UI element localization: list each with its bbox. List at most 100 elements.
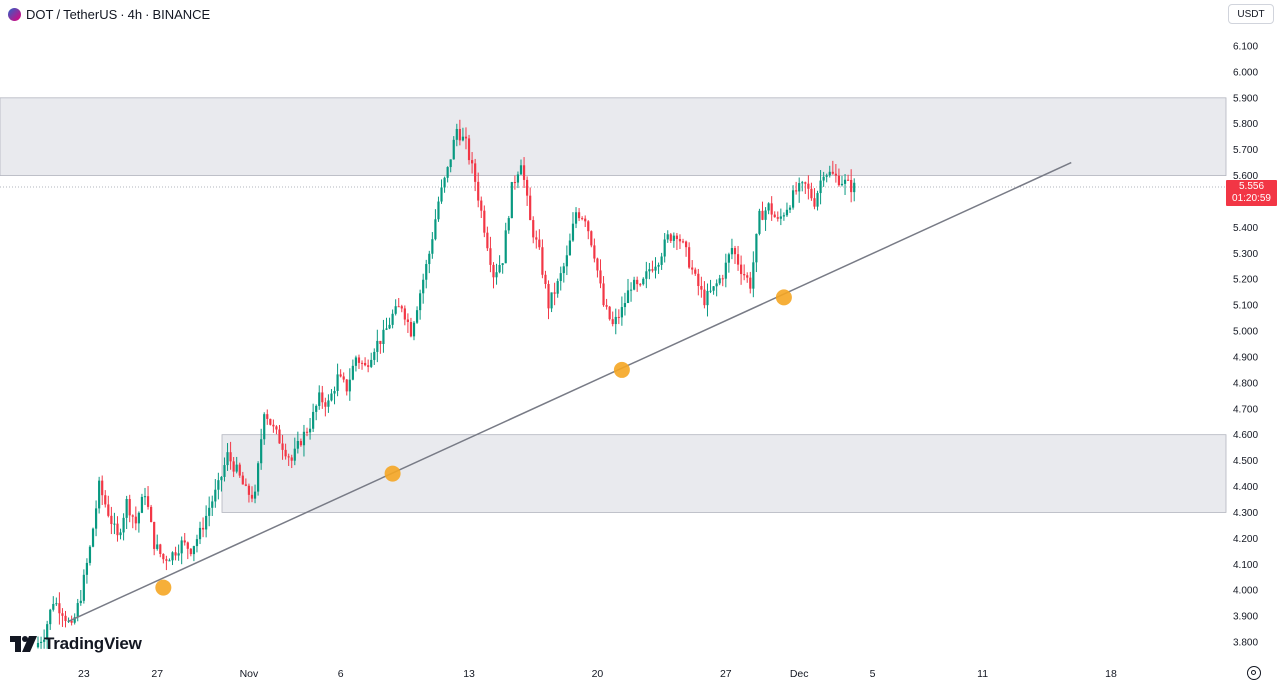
price-tick-label: 4.300 [1233,508,1258,519]
candle [550,292,553,313]
candle-body [391,313,394,325]
candle [281,434,284,460]
candle [703,281,706,309]
candle-body [134,516,137,524]
time-tick-label: 13 [463,668,475,680]
candle-body [688,247,691,268]
candle-body [795,190,798,192]
trendline-touch-marker [613,361,630,378]
time-axis[interactable]: 23 27 Nov 6 13 20 27 Dec 5 11 18 [78,668,1117,680]
candle-body [495,272,498,278]
candle [467,134,471,165]
candle [333,386,336,405]
candle-body [791,190,795,208]
last-price-label: 5.556 01:20:59 [1226,180,1277,206]
candle [91,527,95,548]
price-axis[interactable]: 6.1006.0005.9005.8005.7005.6005.5005.400… [1233,42,1258,649]
candle [159,543,162,558]
candle [180,536,183,565]
candle [788,205,792,213]
candle [785,202,789,217]
candle [302,424,306,457]
candle-body [571,223,575,241]
candle [39,636,43,649]
candle [82,569,85,604]
candle-body [315,405,318,412]
candle [801,180,804,192]
candle-body [535,237,538,240]
candle-body [697,273,700,286]
candle-body [275,426,278,430]
candle-body [415,310,419,323]
candle-body [452,139,455,160]
candle [67,617,70,623]
candle-body [357,357,361,363]
candle [385,317,388,331]
candle-body [584,218,587,222]
dot-separator: · [120,6,125,22]
candle-body [220,476,223,481]
candle-body [761,210,764,220]
candle [137,511,140,533]
candle-body [131,515,134,517]
candle-body [409,321,413,337]
candle [470,152,474,174]
candle-body [770,203,773,215]
candle [464,127,468,150]
candle [287,453,290,466]
candle-body [645,271,648,279]
candle-body [483,210,486,233]
candle [348,368,351,401]
candle-body [700,285,703,290]
candle [260,428,263,470]
tradingview-logo[interactable]: TradingView [10,634,142,654]
symbol-header[interactable]: DOT / TetherUS · 4h · BINANCE [8,6,210,22]
candle-body [822,176,825,181]
candle [119,528,122,540]
candle [156,534,159,551]
candle-body [302,431,306,446]
candle-body [91,528,95,547]
candle [666,230,669,243]
candle [761,201,764,221]
candle [330,389,333,402]
candle-body [192,546,196,555]
candle [122,513,125,541]
candle [507,215,510,234]
candle-body [550,292,553,309]
candle-body [614,316,617,325]
candle-body [397,306,400,308]
candle-body [137,512,140,524]
price-tick-label: 6.000 [1233,67,1258,78]
candle-body [654,266,657,271]
candle-body [611,319,614,325]
candle-body [180,540,183,554]
gear-icon[interactable] [1247,666,1261,680]
candle-body [807,183,810,189]
candle-body [88,546,92,563]
candle-body [694,269,697,274]
candle-body [79,600,82,604]
candle-body [718,278,721,284]
candle [516,171,520,189]
candle-body [308,428,312,433]
candle-body [657,264,660,267]
candle-body [146,496,150,507]
candle [403,305,406,326]
candle-body [556,281,559,294]
candle-body [226,452,229,466]
candle [275,425,278,435]
price-tick-label: 5.400 [1233,223,1258,234]
candle [590,230,593,248]
currency-selector-button[interactable]: USDT [1228,4,1274,24]
candle-body [208,507,211,516]
candle [495,263,498,285]
candle [804,181,807,194]
trendline-layer[interactable] [68,161,1072,622]
candle-body [162,553,165,560]
candle-body [773,214,776,218]
candle [697,268,700,296]
candle [547,280,550,320]
